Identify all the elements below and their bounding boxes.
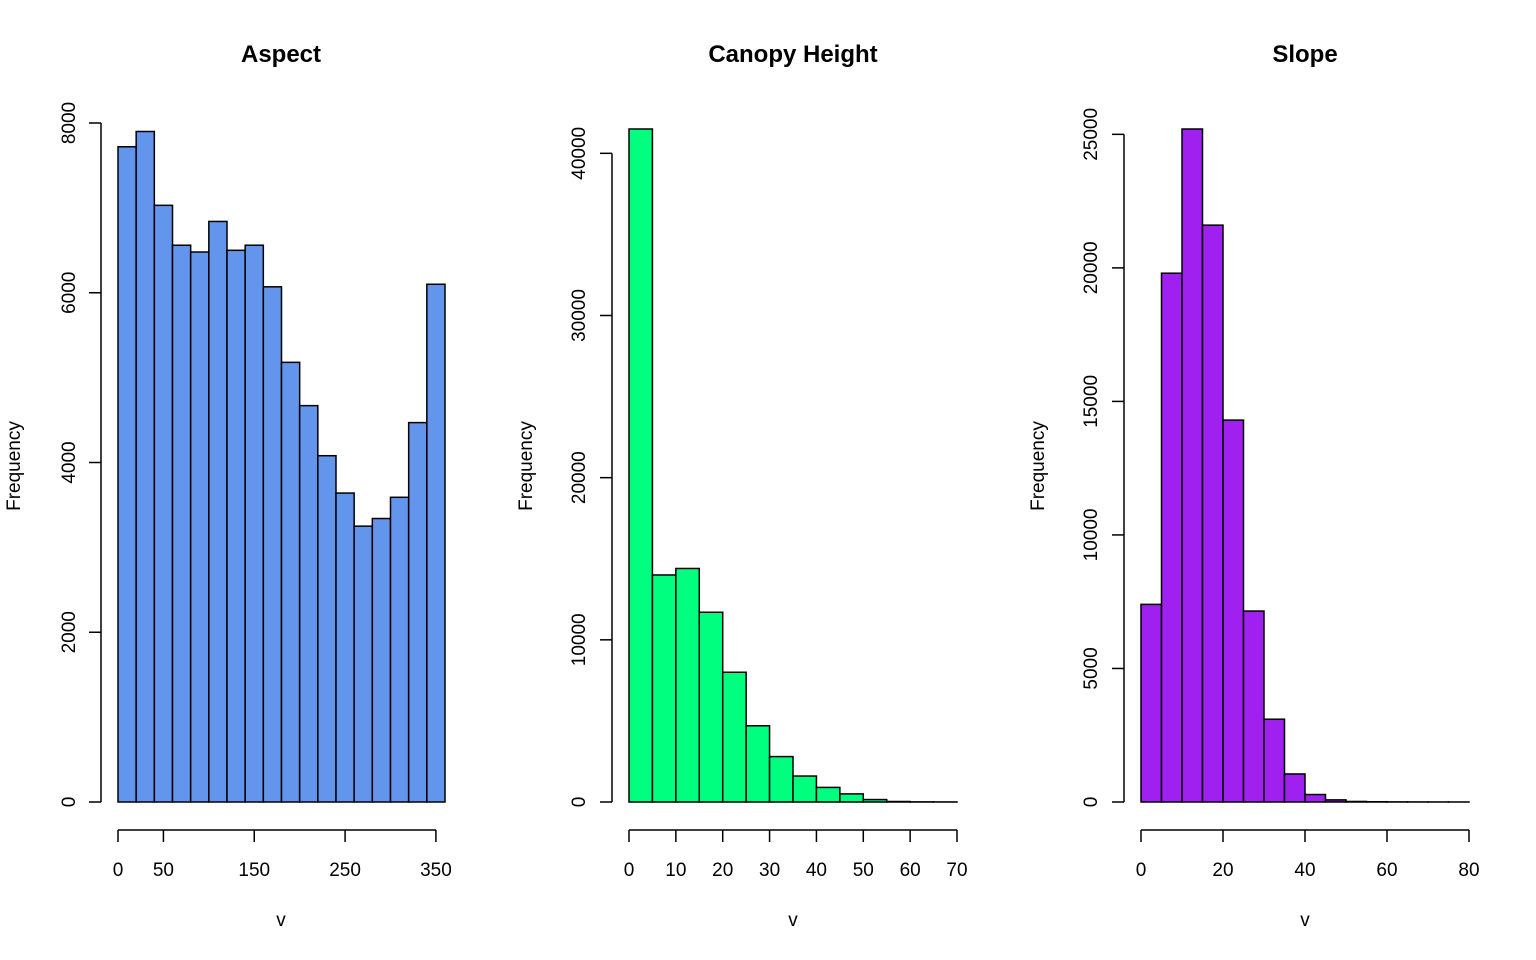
- histogram-bar: [244, 244, 265, 803]
- histogram-bar: [1181, 128, 1204, 803]
- histogram-bar: [1304, 793, 1327, 803]
- x-tick-label: 60: [900, 860, 921, 881]
- y-tick-label: 8000: [59, 102, 80, 144]
- histogram-bar: [280, 361, 301, 803]
- y-tick-label: 30000: [569, 289, 590, 342]
- histogram-bar: [262, 286, 283, 803]
- histogram-bar: [1324, 799, 1347, 803]
- histogram-bar: [1222, 419, 1245, 803]
- histogram-bar: [298, 404, 319, 803]
- histogram-bar: [1201, 224, 1224, 803]
- x-tick-label: 70: [946, 860, 967, 881]
- histogram-bar: [651, 574, 677, 803]
- histogram-bar: [745, 725, 771, 803]
- x-tick-label: 60: [1376, 860, 1397, 881]
- histogram-bar: [226, 249, 246, 803]
- x-tick-label: 250: [329, 860, 361, 881]
- histogram-bar: [1345, 800, 1368, 803]
- histogram-bar: [675, 567, 701, 803]
- histogram-bar: [1263, 718, 1286, 803]
- y-tick-label: 0: [59, 797, 80, 808]
- x-tick-label: 40: [1294, 860, 1315, 881]
- histogram-bar: [768, 755, 794, 803]
- histogram-bar: [721, 671, 747, 803]
- x-tick-label: 150: [238, 860, 270, 881]
- histogram-bar: [1140, 603, 1163, 803]
- x-tick-label: 0: [113, 860, 124, 881]
- chart-title: Canopy Height: [708, 41, 877, 68]
- x-tick-label: 20: [712, 860, 733, 881]
- histogram-bar: [153, 204, 174, 803]
- histogram-bar: [208, 220, 228, 803]
- histogram-bar: [862, 798, 888, 803]
- histogram-bar: [171, 244, 192, 803]
- histogram-bar: [353, 525, 374, 803]
- x-tick-label: 40: [806, 860, 827, 881]
- histogram-bar: [1242, 610, 1265, 803]
- y-axis-label: Frequency: [1028, 421, 1049, 511]
- histogram-bar: [839, 793, 865, 803]
- histogram-bar: [389, 496, 410, 803]
- x-tick-label: 0: [624, 860, 635, 881]
- x-tick-label: 350: [420, 860, 452, 881]
- histogram-bar: [117, 146, 137, 803]
- y-tick-label: 5000: [1081, 647, 1102, 689]
- y-tick-label: 40000: [569, 127, 590, 180]
- histogram-bar: [792, 775, 818, 803]
- x-tick-label: 0: [1136, 860, 1147, 881]
- histogram-bar: [628, 128, 654, 803]
- chart-title: Aspect: [241, 41, 321, 68]
- x-tick-label: 30: [759, 860, 780, 881]
- y-axis-label: Frequency: [516, 421, 537, 511]
- histogram-bar: [335, 492, 355, 803]
- histogram-bar: [407, 421, 428, 803]
- histogram-panel-3: Slope 0 5000 10000 15000 20000 25000 0 20 40 60 80 v…: [1028, 41, 1480, 931]
- y-tick-label: 20000: [569, 451, 590, 504]
- histogram-bar: [371, 517, 392, 803]
- x-tick-label: 20: [1212, 860, 1233, 881]
- y-axis-label: Frequency: [4, 421, 25, 511]
- y-tick-label: 20000: [1081, 241, 1102, 294]
- y-tick-label: 0: [1081, 797, 1102, 808]
- histogram-bar: [1283, 773, 1306, 803]
- y-tick-label: 25000: [1081, 108, 1102, 161]
- y-tick-label: 10000: [569, 613, 590, 666]
- histogram-bar: [698, 611, 724, 803]
- x-axis-label: v: [1300, 910, 1310, 931]
- x-tick-label: 50: [853, 860, 874, 881]
- histogram-bar: [317, 454, 337, 803]
- x-axis-label: v: [788, 910, 798, 931]
- histogram-bar: [815, 786, 841, 803]
- y-tick-label: 2000: [59, 611, 80, 653]
- histogram-bar: [1160, 272, 1183, 803]
- chart-title: Slope: [1272, 41, 1337, 68]
- x-tick-label: 10: [665, 860, 686, 881]
- y-tick-label: 10000: [1081, 509, 1102, 562]
- histogram-bar: [189, 251, 210, 803]
- histogram-bar: [426, 283, 446, 803]
- histogram-bar: [135, 130, 156, 803]
- y-tick-label: 0: [569, 797, 590, 808]
- y-tick-label: 15000: [1081, 375, 1102, 428]
- x-tick-label: 50: [153, 860, 174, 881]
- x-axis-label: v: [276, 910, 286, 931]
- histogram-panel-1: Aspect 0 2000 4000 6000 8000 0 50 150 250 350 v Freq…: [4, 41, 452, 931]
- y-tick-label: 6000: [59, 272, 80, 314]
- x-tick-label: 80: [1458, 860, 1479, 881]
- histogram-panel-2: Canopy Height 0 10000 20000 30000 40000 0 10 20 3…: [516, 41, 968, 931]
- y-tick-label: 4000: [59, 441, 80, 483]
